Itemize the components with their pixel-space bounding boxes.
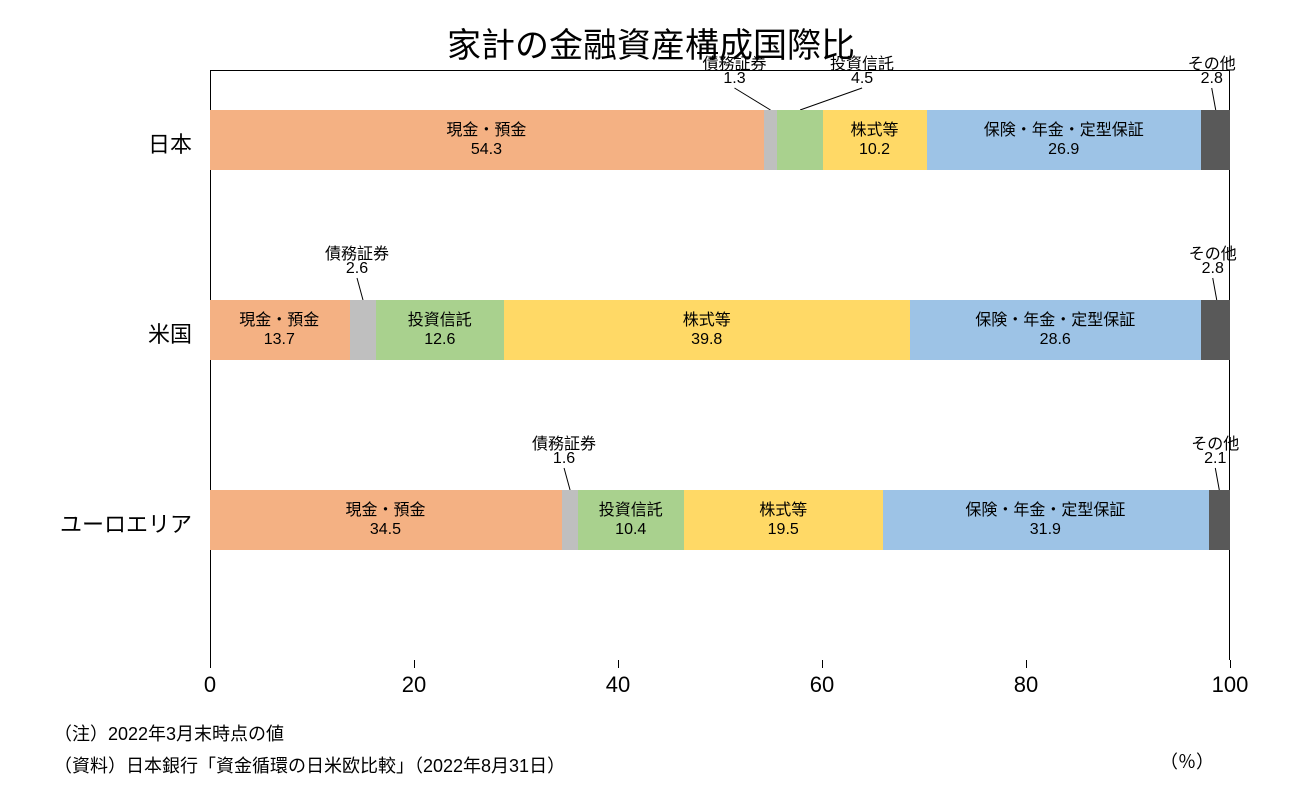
segment-value: 31.9	[1030, 520, 1061, 539]
bar-segment-cash: 現金・預金13.7	[210, 300, 350, 360]
segment-value: 39.8	[691, 330, 722, 349]
chart-title: 家計の金融資産構成国際比	[0, 0, 1302, 67]
segment-label: 保険・年金・定型保証	[984, 121, 1144, 140]
bar-segment-bonds	[350, 300, 376, 360]
bar-segment-stocks: 株式等39.8	[504, 300, 910, 360]
segment-value: 28.6	[1040, 330, 1071, 349]
bar-segment-bonds	[764, 110, 777, 170]
segment-value: 26.9	[1048, 140, 1079, 159]
segment-label: 投資信託	[599, 501, 663, 520]
callout-value: 2.6	[346, 260, 368, 278]
segment-value: 12.6	[424, 330, 455, 349]
bar-row: 現金・預金13.7投資信託12.6株式等39.8保険・年金・定型保証28.6	[210, 300, 1230, 360]
x-tick-label: 0	[204, 672, 216, 698]
category-label: ユーロエリア	[0, 507, 192, 539]
bar-segment-funds: 投資信託12.6	[376, 300, 504, 360]
callout-value: 4.5	[851, 70, 873, 88]
segment-value: 13.7	[264, 330, 295, 349]
bar-segment-cash: 現金・預金54.3	[210, 110, 764, 170]
category-label: 日本	[0, 127, 192, 159]
bar-segment-other	[1209, 490, 1230, 550]
bar-segment-cash: 現金・預金34.5	[210, 490, 562, 550]
category-label: 米国	[0, 317, 192, 349]
segment-value: 19.5	[768, 520, 799, 539]
segment-label: 株式等	[851, 121, 899, 140]
bar-segment-funds: 投資信託10.4	[578, 490, 684, 550]
segment-value: 34.5	[370, 520, 401, 539]
bar-segment-stocks: 株式等10.2	[823, 110, 927, 170]
x-tick	[822, 660, 823, 668]
segment-label: 投資信託	[408, 311, 472, 330]
callout-value: 2.8	[1201, 70, 1223, 88]
bar-segment-insure: 保険・年金・定型保証26.9	[927, 110, 1201, 170]
segment-label: 保険・年金・定型保証	[975, 311, 1135, 330]
bar-segment-other	[1201, 110, 1230, 170]
x-tick-label: 20	[402, 672, 426, 698]
x-tick	[414, 660, 415, 668]
x-tick-label: 40	[606, 672, 630, 698]
x-tick	[1026, 660, 1027, 668]
x-tick	[210, 660, 211, 668]
segment-value: 54.3	[471, 140, 502, 159]
bar-segment-bonds	[562, 490, 578, 550]
footnote: （注）2022年3月末時点の値	[54, 720, 284, 746]
axis-unit-label: （％）	[1160, 748, 1214, 774]
bar-row: 現金・預金34.5投資信託10.4株式等19.5保険・年金・定型保証31.9	[210, 490, 1230, 550]
x-tick-label: 80	[1014, 672, 1038, 698]
bar-segment-insure: 保険・年金・定型保証31.9	[883, 490, 1208, 550]
segment-label: 現金・預金	[239, 311, 319, 330]
bar-segment-stocks: 株式等19.5	[684, 490, 883, 550]
callout-value: 1.6	[553, 450, 575, 468]
x-tick-label: 100	[1212, 672, 1249, 698]
segment-label: 保険・年金・定型保証	[965, 501, 1125, 520]
callout-value: 2.8	[1202, 260, 1224, 278]
x-tick	[1230, 660, 1231, 668]
chart-plot-area: 020406080100現金・預金54.3株式等10.2保険・年金・定型保証26…	[210, 70, 1230, 660]
segment-value: 10.2	[859, 140, 890, 159]
bar-segment-funds	[777, 110, 823, 170]
bar-segment-other	[1201, 300, 1230, 360]
callout-value: 1.3	[723, 70, 745, 88]
x-tick	[618, 660, 619, 668]
segment-label: 現金・預金	[345, 501, 425, 520]
x-tick-label: 60	[810, 672, 834, 698]
segment-label: 株式等	[759, 501, 807, 520]
callout-value: 2.1	[1204, 450, 1226, 468]
segment-label: 現金・預金	[446, 121, 526, 140]
segment-value: 10.4	[615, 520, 646, 539]
bar-row: 現金・預金54.3株式等10.2保険・年金・定型保証26.9	[210, 110, 1230, 170]
segment-label: 株式等	[683, 311, 731, 330]
bar-segment-insure: 保険・年金・定型保証28.6	[910, 300, 1201, 360]
footnote: （資料）日本銀行「資金循環の日米欧比較」（2022年8月31日）	[54, 752, 565, 778]
